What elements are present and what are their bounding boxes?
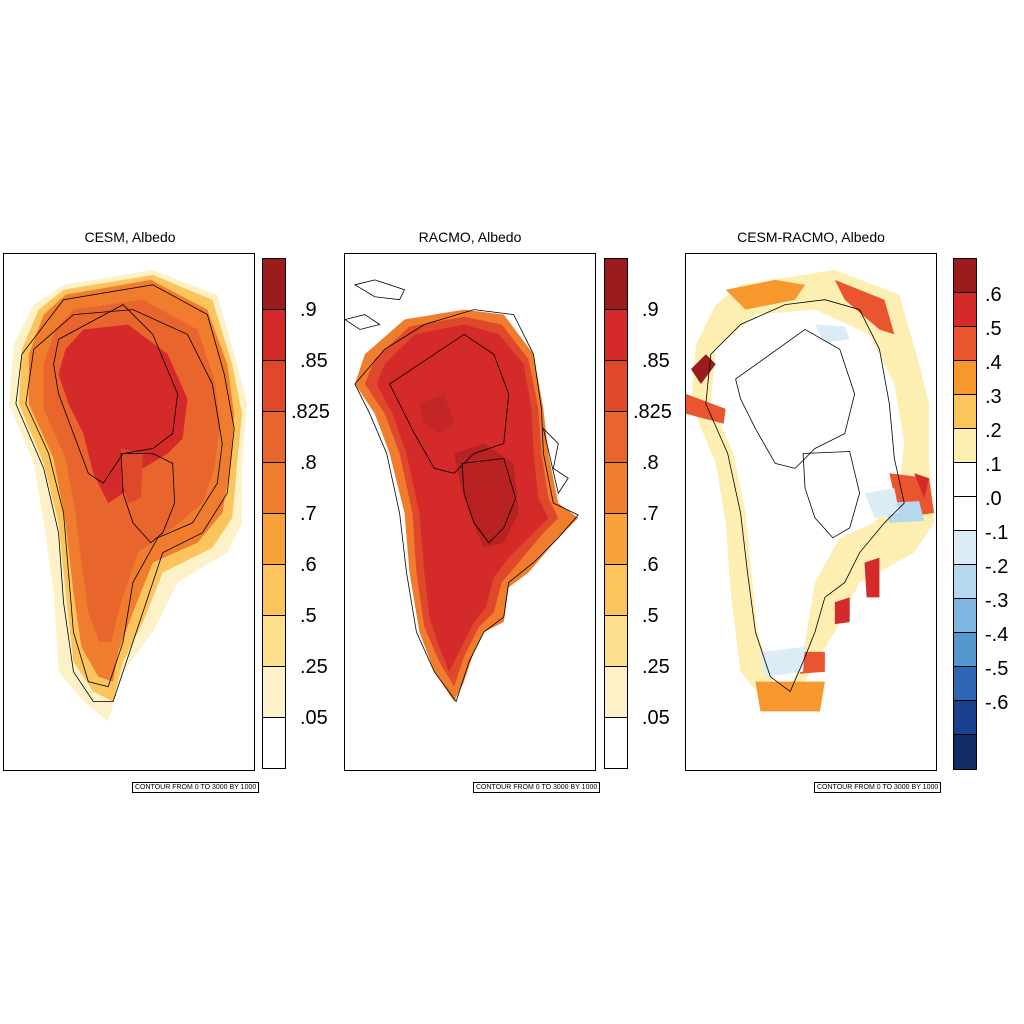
colorbar-swatch [605, 514, 627, 565]
contour-note-cesm: CONTOUR FROM 0 TO 3000 BY 1000 [132, 782, 260, 793]
cesm-fill-outer [8, 269, 248, 722]
colorbar-swatch [605, 667, 627, 718]
colorbar-label: .4 [985, 352, 1002, 374]
colorbar-label: .6 [642, 554, 659, 576]
colorbar-swatch [263, 463, 285, 514]
colorbar-label: .6 [985, 284, 1002, 306]
colorbar-label: -.3 [985, 590, 1009, 612]
colorbar-swatch [605, 565, 627, 616]
colorbar-label: .8 [642, 452, 659, 474]
colorbar-swatch [263, 718, 285, 768]
colorbar-label: -.4 [985, 624, 1009, 646]
colorbar-swatch [263, 667, 285, 718]
colorbar-swatch [954, 293, 976, 327]
colorbar-swatch [954, 701, 976, 735]
colorbar-label: .05 [642, 707, 670, 729]
colorbar-swatch [263, 514, 285, 565]
colorbar-swatch [263, 310, 285, 361]
contour-note-racmo: CONTOUR FROM 0 TO 3000 BY 1000 [473, 782, 601, 793]
colorbar-swatch [605, 616, 627, 667]
colorbar-swatch [263, 412, 285, 463]
colorbar-label: .6 [300, 554, 317, 576]
colorbar-label: .0 [985, 488, 1002, 510]
contour-note-diff: CONTOUR FROM 0 TO 3000 BY 1000 [814, 782, 942, 793]
colorbar-label: .825 [291, 401, 330, 423]
colorbar-swatch [954, 599, 976, 633]
colorbar-swatch [954, 633, 976, 667]
colorbar-label: .85 [300, 350, 328, 372]
colorbar-label: .85 [642, 350, 670, 372]
colorbar-label: .825 [633, 401, 672, 423]
colorbar-swatch [954, 327, 976, 361]
colorbar-swatch [954, 429, 976, 463]
colorbar-swatch [954, 361, 976, 395]
panel-title-diff: CESM-RACMO, Albedo [737, 229, 885, 245]
colorbar-label: -.2 [985, 556, 1009, 578]
colorbar-swatch [954, 497, 976, 531]
diff-albedo-map [686, 269, 935, 712]
albedo-colorbar-2 [604, 258, 628, 769]
colorbar-label: .5 [300, 605, 317, 627]
albedo-colorbar-1 [262, 258, 286, 769]
colorbar-swatch [954, 531, 976, 565]
colorbar-label: .9 [642, 299, 659, 321]
colorbar-swatch [263, 361, 285, 412]
colorbar-label: .1 [985, 454, 1002, 476]
cesm-albedo-map [8, 269, 248, 722]
colorbar-label: -.1 [985, 522, 1009, 544]
colorbar-swatch [605, 718, 627, 768]
colorbar-swatch [605, 310, 627, 361]
cesm-elevation-contours [15, 284, 235, 702]
colorbar-swatch [605, 463, 627, 514]
colorbar-label: .7 [642, 503, 659, 525]
diff-colorbar [953, 258, 977, 770]
colorbar-label: -.5 [985, 658, 1009, 680]
panel-title-racmo: RACMO, Albedo [418, 229, 522, 245]
colorbar-swatch [954, 667, 976, 701]
racmo-fill [354, 309, 579, 702]
colorbar-swatch [954, 565, 976, 599]
colorbar-label: .25 [300, 656, 328, 678]
colorbar-label: .7 [300, 503, 317, 525]
colorbar-swatch [605, 412, 627, 463]
map-racmo [344, 253, 596, 771]
colorbar-label: .5 [985, 318, 1002, 340]
map-diff [685, 253, 937, 771]
colorbar-swatch [263, 565, 285, 616]
colorbar-swatch [263, 616, 285, 667]
colorbar-label: .25 [642, 656, 670, 678]
colorbar-label: .2 [985, 420, 1002, 442]
colorbar-label: .05 [300, 707, 328, 729]
colorbar-swatch [954, 735, 976, 769]
colorbar-label: .8 [300, 452, 317, 474]
colorbar-label: .9 [300, 299, 317, 321]
diff-elevation-contours [705, 299, 905, 693]
colorbar-label: .5 [642, 605, 659, 627]
panel-title-cesm: CESM, Albedo [84, 229, 176, 245]
colorbar-swatch [605, 361, 627, 412]
colorbar-label: -.6 [985, 692, 1009, 714]
colorbar-swatch [954, 463, 976, 497]
colorbar-swatch [605, 259, 627, 310]
colorbar-swatch [954, 259, 976, 293]
racmo-elevation-contours [345, 279, 579, 703]
colorbar-swatch [954, 395, 976, 429]
colorbar-swatch [263, 259, 285, 310]
racmo-albedo-map [345, 279, 579, 703]
map-cesm [3, 253, 255, 771]
colorbar-label: .3 [985, 386, 1002, 408]
